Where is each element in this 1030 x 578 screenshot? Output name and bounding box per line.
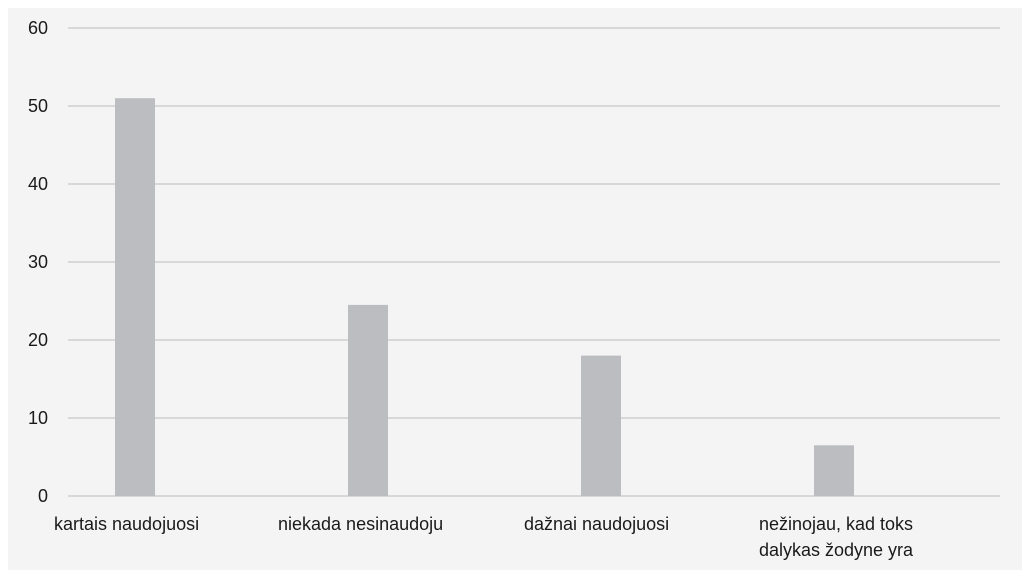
x-category-label: kartais naudojuosi: [54, 514, 199, 534]
y-tick-label: 30: [28, 252, 48, 272]
y-axis-tick-labels: 0 10 20 30 40 50 60: [28, 18, 48, 506]
x-category-label: dažnai naudojuosi: [524, 514, 669, 534]
gridlines: [68, 27, 1000, 497]
bar-3: [581, 355, 621, 496]
x-category-label-line: nežinojau, kad toks: [759, 514, 913, 534]
y-tick-label: 0: [38, 486, 48, 506]
y-tick-label: 20: [28, 330, 48, 350]
x-category-label-line: niekada nesinaudoju: [278, 514, 443, 534]
y-tick-label: 40: [28, 174, 48, 194]
y-tick-label: 60: [28, 18, 48, 38]
y-tick-label: 10: [28, 408, 48, 428]
x-category-label-line: dalykas žodyne yra: [759, 540, 914, 560]
bar-2: [348, 304, 388, 496]
bar-4: [814, 445, 854, 496]
x-axis-category-labels: kartais naudojuosi niekada nesinaudoju daž…: [54, 514, 914, 560]
x-category-label: nežinojau, kad toks dalykas žodyne yra: [759, 514, 914, 560]
x-category-label-line: dažnai naudojuosi: [524, 514, 669, 534]
y-tick-label: 50: [28, 96, 48, 116]
x-category-label-line: kartais naudojuosi: [54, 514, 199, 534]
x-category-label: niekada nesinaudoju: [278, 514, 443, 534]
bar-1: [115, 98, 155, 496]
bars: [115, 98, 854, 496]
